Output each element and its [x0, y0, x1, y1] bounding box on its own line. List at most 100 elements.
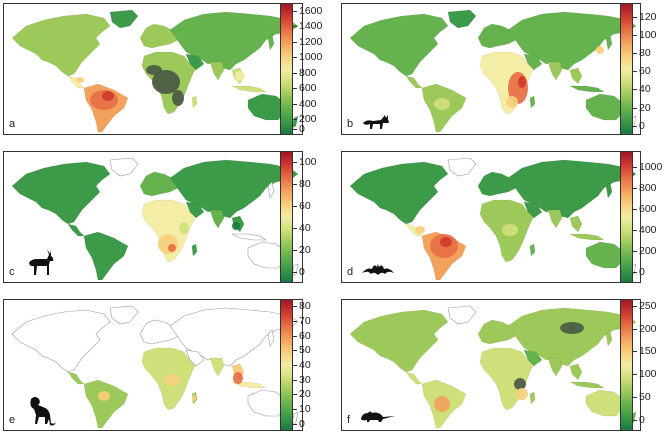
- land-madagascar: [529, 243, 536, 257]
- land-africa: [479, 347, 535, 411]
- land-madagascar: [191, 95, 198, 109]
- land-northAmerica: [11, 309, 111, 373]
- richness-hotspot: [179, 222, 189, 234]
- legend-tick: 80: [293, 179, 333, 190]
- legend-tick: 0: [293, 418, 333, 430]
- legend-tick-label: 1400: [299, 20, 323, 33]
- legend-tick-label: 40: [299, 222, 311, 234]
- legend-tick: 50: [293, 345, 333, 356]
- richness-hotspot: [434, 98, 450, 110]
- legend-tick-mark: [293, 129, 297, 130]
- panel-letter: a: [9, 118, 16, 130]
- legend-tick-label: 20: [299, 244, 311, 256]
- legend-tick-label: 1600: [299, 4, 323, 17]
- richness-hotspot: [434, 396, 450, 412]
- legend-tick-mark: [633, 71, 637, 73]
- legend-tick: 100: [633, 369, 671, 380]
- legend-tick-mark: [293, 41, 297, 43]
- legend-tick-label: 60: [639, 65, 651, 78]
- land-seAsia: [569, 363, 583, 381]
- land-centralAmerica: [67, 223, 85, 237]
- legend-tick: 0: [633, 413, 671, 426]
- legend-tick: 100: [633, 29, 671, 41]
- land-greenland: [447, 305, 477, 325]
- map-drawing: [11, 305, 299, 429]
- legend-tick-label: 0: [639, 413, 645, 426]
- legend-tick-mark: [293, 228, 297, 229]
- legend-tick: 600: [633, 204, 671, 215]
- legend-tick-mark: [293, 423, 297, 425]
- legend-tick-mark: [633, 305, 637, 307]
- legend-tick: 400: [633, 225, 671, 236]
- legend-tick: 200: [633, 246, 671, 257]
- legend-tick: 20: [293, 389, 333, 400]
- legend-tick-mark: [633, 34, 637, 36]
- richness-hotspot: [440, 237, 452, 247]
- land-india: [209, 209, 225, 229]
- land-centralAmerica: [405, 371, 423, 385]
- richness-hotspot: [516, 388, 528, 400]
- world-map: [341, 151, 641, 283]
- legend-tick: 50: [633, 391, 671, 403]
- rodent-icon: [361, 411, 395, 422]
- legend-tick-mark: [293, 162, 297, 163]
- legend-tick-label: 0: [299, 123, 305, 135]
- land-northAmerica: [349, 309, 449, 373]
- legend-tick-mark: [293, 184, 297, 185]
- legend-tick: 80: [293, 301, 333, 312]
- legend-tick-mark: [293, 119, 297, 121]
- legend-ticks: 250 200 150 100 50 0: [633, 299, 671, 431]
- richness-hotspot: [146, 65, 162, 75]
- legend-tick: 150: [633, 345, 671, 358]
- legend-tick-mark: [293, 72, 297, 74]
- legend-tick-label: 200: [299, 113, 317, 126]
- world-map: [3, 151, 303, 283]
- richness-hotspot: [560, 322, 584, 334]
- world-map: [3, 3, 303, 135]
- legend-tick-mark: [293, 272, 297, 273]
- richness-hotspot: [518, 76, 526, 88]
- land-japan: [267, 181, 275, 199]
- richness-hotspot: [232, 222, 240, 230]
- legend-tick-mark: [633, 89, 637, 91]
- land-australia: [585, 389, 625, 417]
- panel-letter: b: [347, 118, 354, 130]
- richness-hotspot: [506, 96, 518, 108]
- legend-tick: 70: [293, 316, 333, 327]
- legend-tick-label: 600: [299, 82, 317, 95]
- richness-hotspot: [172, 90, 184, 106]
- legend-tick-label: 200: [639, 322, 657, 335]
- panel-letter: c: [9, 266, 15, 278]
- legend-tick: 250: [633, 300, 671, 312]
- land-northAmerica: [11, 161, 111, 225]
- legend-tick-mark: [633, 419, 637, 421]
- land-greenland: [109, 305, 139, 325]
- legend-tick: 800: [633, 182, 671, 194]
- legend-tick: 120: [633, 11, 671, 23]
- legend-tick-label: 10: [299, 403, 311, 415]
- richness-hotspot: [415, 226, 425, 234]
- legend-ticks: 1600 1400 1200 1000 800 600 400 200 0: [293, 3, 333, 135]
- legend-tick-mark: [633, 187, 637, 189]
- legend-tick-label: 80: [639, 47, 651, 60]
- legend-tick-mark: [633, 125, 637, 127]
- legend-tick-label: 100: [299, 156, 317, 168]
- map-drawing: [349, 157, 637, 281]
- richness-hotspot: [192, 395, 196, 401]
- legend-tick-mark: [633, 166, 637, 168]
- legend-tick-label: 150: [639, 345, 657, 358]
- legend-tick: 60: [293, 330, 333, 342]
- land-greenland: [447, 157, 477, 177]
- land-india: [547, 209, 563, 229]
- land-indonesia: [231, 85, 267, 93]
- land-japan: [605, 329, 613, 347]
- legend-tick: 1000: [293, 52, 333, 63]
- legend-tick: 100: [293, 156, 333, 168]
- world-map: [341, 299, 641, 431]
- legend-tick-mark: [633, 328, 637, 330]
- richness-hotspot: [164, 374, 180, 386]
- richness-hotspot: [502, 224, 518, 236]
- legend-tick-mark: [633, 230, 637, 232]
- land-japan: [267, 329, 275, 347]
- legend-tick: 0: [633, 267, 671, 278]
